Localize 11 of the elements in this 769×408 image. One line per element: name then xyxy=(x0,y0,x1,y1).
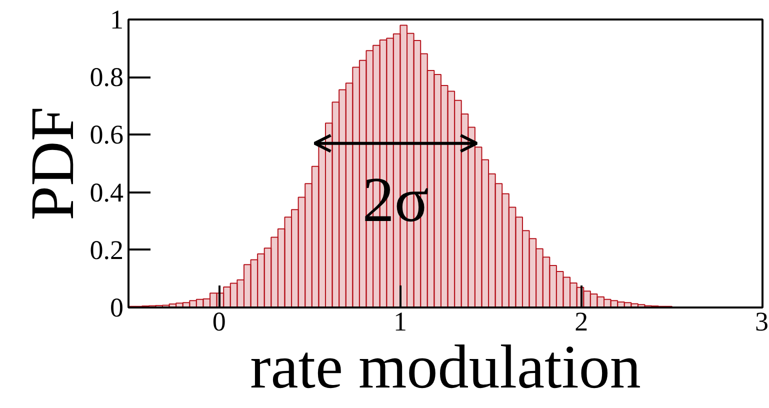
x-tick-label: 2 xyxy=(574,306,588,336)
y-tick-label: 0.2 xyxy=(90,234,124,265)
x-tick-label: 1 xyxy=(393,306,407,336)
x-axis-title: rate modulation xyxy=(250,334,641,402)
x-tick-label: 3 xyxy=(755,306,768,336)
y-tick-label: 0.6 xyxy=(90,120,124,150)
y-tick-label: 0.4 xyxy=(90,177,124,208)
x-tick-label: 0 xyxy=(212,306,226,336)
y-axis-title: PDF xyxy=(18,106,87,220)
y-tick-label: 0.8 xyxy=(90,62,124,92)
y-tick-label: 1 xyxy=(110,4,124,34)
